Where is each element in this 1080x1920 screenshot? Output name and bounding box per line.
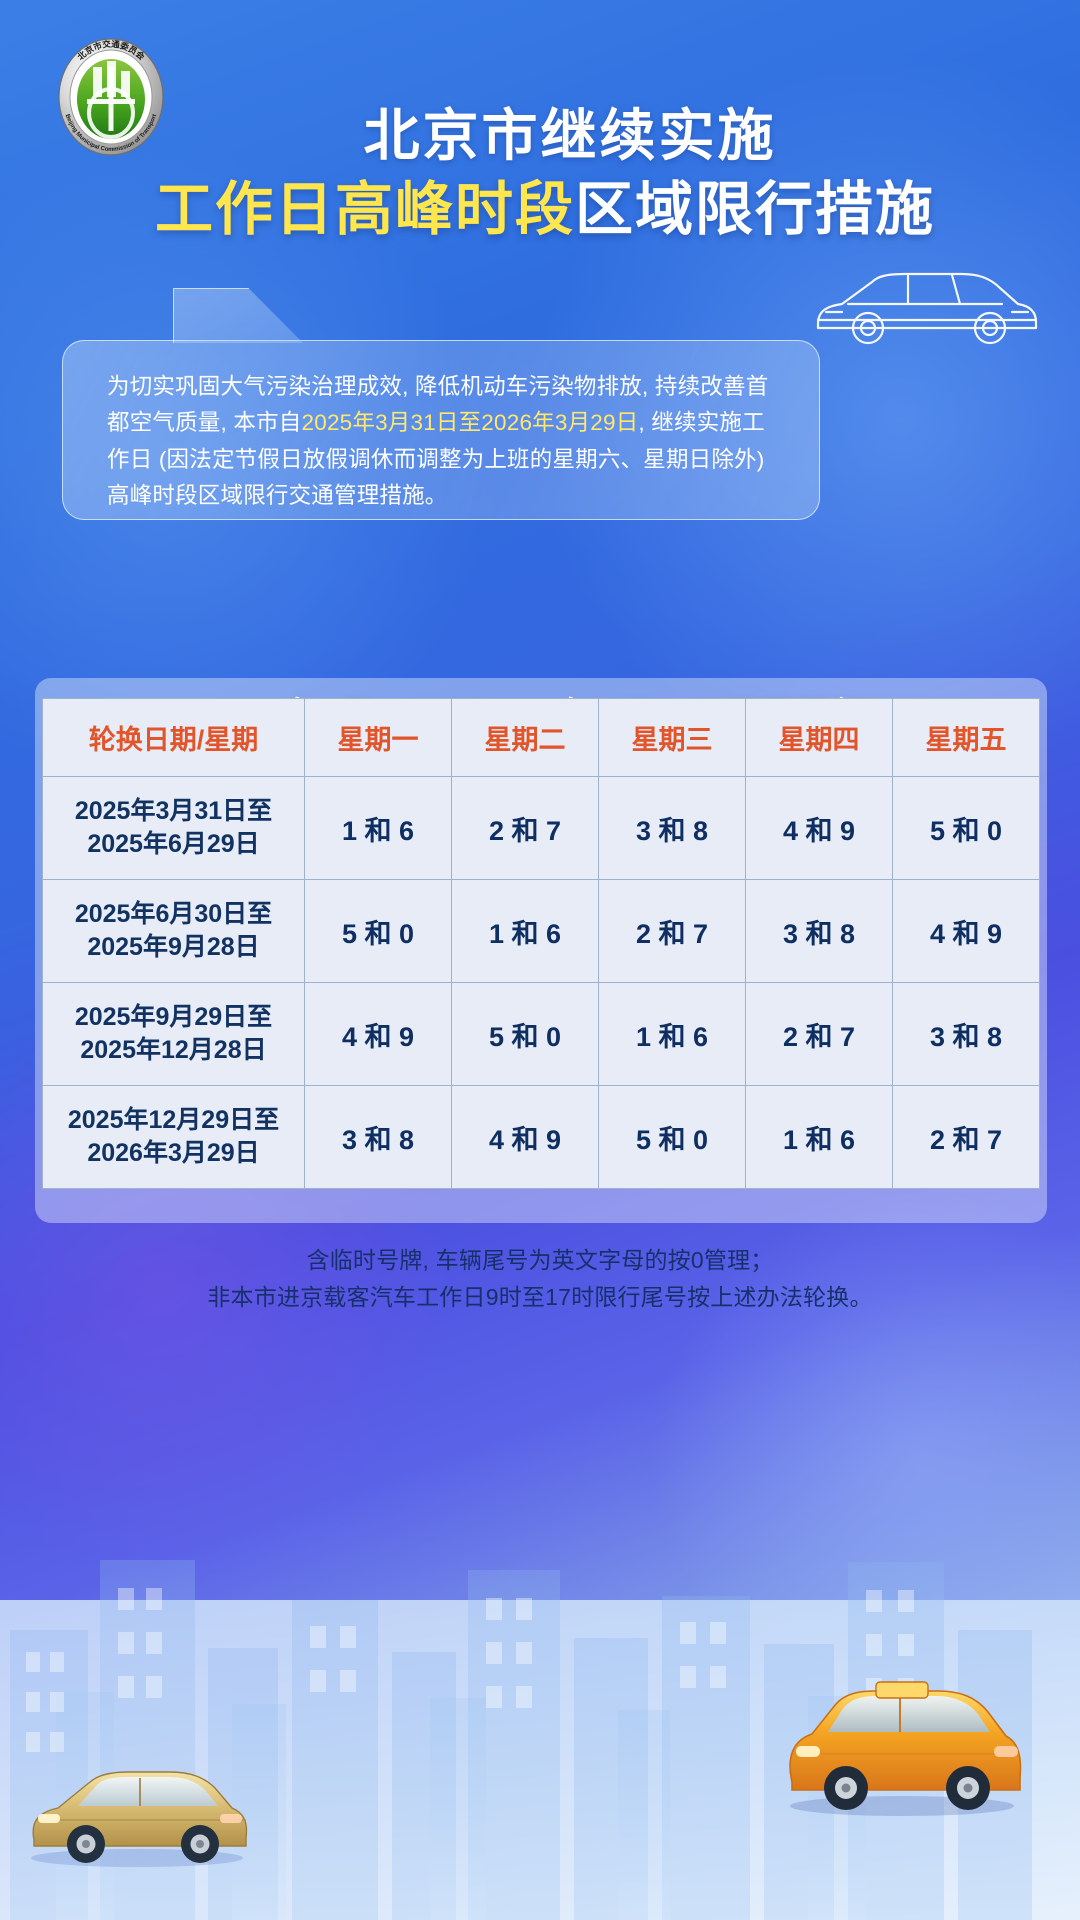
table-header-cell: 星期一 [304, 698, 452, 777]
table-value-cell: 5 和 0 [451, 982, 599, 1086]
restriction-schedule-table: 轮换日期/星期 星期一 星期二 星期三 星期四 星期五 2025年3月31日至 2… [42, 698, 1040, 1189]
table-period-cell: 2025年6月30日至 2025年9月28日 [42, 879, 305, 983]
table-value-cell: 2 和 7 [745, 982, 893, 1086]
notice-part-1: 为切实巩固大气污染治理成效, 降低机动车污染物排放, 持续改善首都空气质量, 本… [107, 374, 769, 436]
table-header-row: 轮换日期/星期 星期一 星期二 星期三 星期四 星期五 [42, 698, 1040, 777]
notice-text: 为切实巩固大气污染治理成效, 降低机动车污染物排放, 持续改善首都空气质量, 本… [107, 369, 779, 515]
table-value-cell: 2 和 7 [598, 879, 746, 983]
table-value-cell: 2 和 7 [451, 776, 599, 880]
title-line-1: 北京市继续实施 [363, 104, 777, 167]
table-period-cell: 2025年12月29日至 2026年3月29日 [42, 1085, 305, 1189]
table-value-cell: 5 和 0 [598, 1085, 746, 1189]
table-row: 2025年9月29日至 2025年12月28日 4 和 9 5 和 0 1 和 6… [42, 982, 1040, 1086]
title-line-2: 工作日高峰时段区域限行措施 [0, 175, 1080, 245]
orange-hatchback-illustration [789, 1681, 1022, 1816]
table-row: 2025年3月31日至 2025年6月29日 1 和 6 2 和 7 3 和 8 … [42, 776, 1040, 880]
table-value-cell: 3 和 8 [892, 982, 1040, 1086]
footnote-line-1: 含临时号牌, 车辆尾号为英文字母的按0管理； [306, 1247, 774, 1273]
table-value-cell: 4 和 9 [745, 776, 893, 880]
table-period-cell: 2025年3月31日至 2025年6月29日 [42, 776, 305, 880]
title-line-2-white: 区域限行措施 [575, 177, 936, 243]
table-value-cell: 5 和 0 [304, 879, 452, 983]
table-row: 2025年6月30日至 2025年9月28日 5 和 0 1 和 6 2 和 7 … [42, 879, 1040, 983]
table-value-cell: 1 和 6 [451, 879, 599, 983]
table-header-cell: 轮换日期/星期 [42, 698, 305, 777]
table-value-cell: 4 和 9 [892, 879, 1040, 983]
table-value-cell: 5 和 0 [892, 776, 1040, 880]
title-line-2-yellow: 工作日高峰时段 [154, 177, 575, 243]
table-value-cell: 4 和 9 [304, 982, 452, 1086]
footnotes: 含临时号牌, 车辆尾号为英文字母的按0管理； 非本市进京载客汽车工作日9时至17… [0, 1242, 1080, 1317]
table-value-cell: 3 和 8 [745, 879, 893, 983]
table-header-cell: 星期三 [598, 698, 746, 777]
notice-highlight-dates: 2025年3月31日至2026年3月29日 [301, 410, 639, 436]
sedan-outline-icon [816, 272, 1038, 345]
table-header-cell: 星期五 [892, 698, 1040, 777]
table-value-cell: 1 和 6 [598, 982, 746, 1086]
table-value-cell: 1 和 6 [304, 776, 452, 880]
table-value-cell: 2 和 7 [892, 1085, 1040, 1189]
beijing-transport-logo: 北京市交通委员会 Beijing Municipal Commission of… [47, 33, 175, 161]
gold-sedan-illustration [31, 1771, 248, 1867]
table-value-cell: 4 和 9 [451, 1085, 599, 1189]
footnote-line-2: 非本市进京载客汽车工作日9时至17时限行尾号按上述办法轮换。 [207, 1284, 873, 1311]
notice-bubble: 为切实巩固大气污染治理成效, 降低机动车污染物排放, 持续改善首都空气质量, 本… [62, 288, 820, 520]
poster-title: 北京市继续实施 工作日高峰时段区域限行措施 [0, 103, 1080, 245]
table-header-cell: 星期四 [745, 698, 893, 777]
notice-part-2: , 继续实施工作日 (因法定节假日放假调休而调整为上班的星期六、星期日除外) 高… [107, 410, 765, 509]
table-value-cell: 1 和 6 [745, 1085, 893, 1189]
table-value-cell: 3 和 8 [598, 776, 746, 880]
table-value-cell: 3 和 8 [304, 1085, 452, 1189]
table-row: 2025年12月29日至 2026年3月29日 3 和 8 4 和 9 5 和 0… [42, 1085, 1040, 1189]
table-period-cell: 2025年9月29日至 2025年12月28日 [42, 982, 305, 1086]
table-header-cell: 星期二 [451, 698, 599, 777]
